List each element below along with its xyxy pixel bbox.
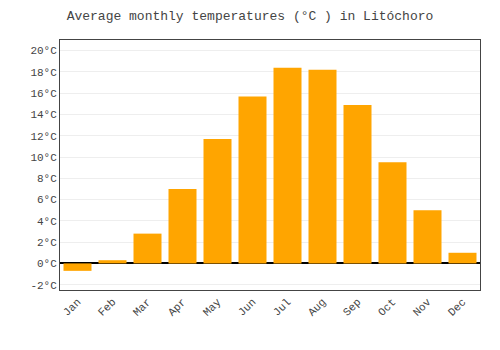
svg-text:14°C: 14°C bbox=[30, 109, 57, 121]
svg-text:8°C: 8°C bbox=[37, 173, 57, 185]
svg-text:Mar: Mar bbox=[131, 296, 153, 318]
svg-text:Dec: Dec bbox=[446, 296, 468, 318]
svg-text:4°C: 4°C bbox=[37, 216, 57, 228]
svg-text:Aug: Aug bbox=[306, 296, 328, 318]
svg-text:Nov: Nov bbox=[411, 296, 434, 319]
svg-text:Apr: Apr bbox=[166, 296, 188, 318]
svg-text:Oct: Oct bbox=[376, 296, 398, 318]
svg-text:16°C: 16°C bbox=[30, 88, 57, 100]
svg-text:Jan: Jan bbox=[61, 296, 83, 318]
svg-text:0°C: 0°C bbox=[37, 258, 57, 270]
svg-text:6°C: 6°C bbox=[37, 194, 57, 206]
svg-text:May: May bbox=[201, 296, 224, 319]
svg-text:18°C: 18°C bbox=[30, 67, 57, 79]
svg-text:Feb: Feb bbox=[96, 296, 118, 318]
svg-text:12°C: 12°C bbox=[30, 131, 57, 143]
svg-text:Jun: Jun bbox=[236, 296, 258, 318]
svg-text:Average monthly temperatures (: Average monthly temperatures (°C ) in Li… bbox=[67, 9, 434, 24]
svg-text:10°C: 10°C bbox=[30, 152, 57, 164]
svg-text:20°C: 20°C bbox=[30, 45, 57, 57]
svg-text:-2°C: -2°C bbox=[30, 280, 57, 292]
svg-text:Jul: Jul bbox=[271, 296, 293, 318]
svg-text:Sep: Sep bbox=[341, 296, 363, 318]
svg-text:2°C: 2°C bbox=[37, 237, 57, 249]
